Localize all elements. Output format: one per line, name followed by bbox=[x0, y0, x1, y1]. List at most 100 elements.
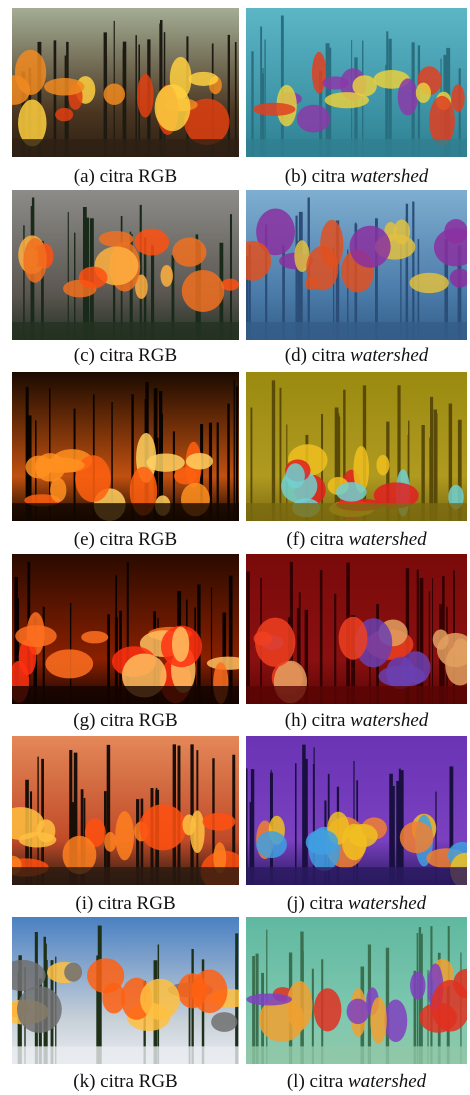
image bbox=[12, 554, 239, 704]
region bbox=[348, 824, 378, 847]
region bbox=[192, 969, 228, 1013]
caption-text: (h) citra bbox=[285, 710, 346, 731]
caption-italic: watershed bbox=[348, 893, 426, 914]
region bbox=[246, 993, 292, 1005]
region bbox=[400, 821, 434, 853]
region bbox=[429, 96, 455, 146]
region bbox=[182, 814, 195, 835]
caption: (h) citra watershed bbox=[285, 710, 429, 732]
region bbox=[255, 618, 295, 667]
caption-italic: watershed bbox=[349, 529, 427, 550]
region bbox=[36, 819, 55, 842]
image bbox=[246, 8, 467, 157]
ground bbox=[246, 503, 467, 521]
region bbox=[211, 1012, 237, 1032]
region bbox=[104, 832, 116, 852]
ground bbox=[12, 139, 239, 157]
region bbox=[87, 958, 124, 993]
image bbox=[12, 190, 239, 340]
region bbox=[44, 78, 84, 95]
region bbox=[444, 219, 467, 244]
caption-text: (a) citra RGB bbox=[74, 166, 177, 187]
region bbox=[312, 52, 326, 94]
region bbox=[104, 84, 126, 105]
caption-italic: watershed bbox=[350, 345, 428, 366]
ground bbox=[12, 686, 239, 704]
caption-text: (g) citra RGB bbox=[73, 710, 177, 731]
caption: (g) citra RGB bbox=[73, 710, 177, 732]
region bbox=[17, 986, 62, 1033]
caption: (j) citra watershed bbox=[287, 893, 426, 915]
caption-text: (c) citra RGB bbox=[74, 345, 177, 366]
caption-text: (f) citra bbox=[286, 529, 343, 550]
region bbox=[398, 78, 418, 115]
region bbox=[45, 649, 93, 678]
region bbox=[182, 270, 225, 312]
ground bbox=[246, 139, 467, 157]
region bbox=[352, 75, 376, 96]
ground bbox=[246, 1046, 467, 1064]
region bbox=[160, 265, 172, 287]
caption: (k) citra RGB bbox=[73, 1071, 177, 1093]
region bbox=[202, 813, 235, 831]
caption-text: (j) citra bbox=[287, 893, 343, 914]
region bbox=[347, 999, 370, 1024]
caption: (i) citra RGB bbox=[75, 893, 175, 915]
region bbox=[336, 482, 367, 501]
caption-italic: watershed bbox=[348, 1071, 426, 1092]
region bbox=[410, 972, 425, 1000]
ground bbox=[12, 867, 239, 885]
region bbox=[306, 246, 338, 291]
region bbox=[401, 651, 431, 684]
region bbox=[137, 74, 154, 118]
caption-italic: watershed bbox=[350, 710, 428, 731]
ground bbox=[246, 686, 467, 704]
caption: (d) citra watershed bbox=[285, 345, 429, 367]
region bbox=[322, 76, 348, 89]
region bbox=[350, 226, 391, 268]
photo bbox=[246, 917, 467, 1064]
photo bbox=[246, 190, 467, 340]
image bbox=[12, 372, 239, 521]
photo bbox=[246, 736, 467, 885]
region bbox=[297, 105, 331, 133]
image bbox=[12, 736, 239, 885]
caption-italic: watershed bbox=[350, 166, 428, 187]
region bbox=[370, 997, 386, 1044]
region bbox=[140, 979, 180, 1020]
region bbox=[81, 631, 108, 643]
region bbox=[172, 627, 189, 662]
region bbox=[134, 229, 169, 256]
caption-text: (i) citra RGB bbox=[75, 893, 175, 914]
caption: (f) citra watershed bbox=[286, 529, 426, 551]
ground bbox=[12, 1046, 239, 1064]
ground bbox=[12, 503, 239, 521]
image bbox=[12, 917, 239, 1064]
photo bbox=[12, 554, 239, 704]
image bbox=[246, 372, 467, 521]
caption-text: (e) citra RGB bbox=[74, 529, 177, 550]
region bbox=[15, 50, 46, 95]
image bbox=[246, 190, 467, 340]
caption-text: (k) citra RGB bbox=[73, 1071, 177, 1092]
region bbox=[376, 455, 389, 476]
region bbox=[409, 273, 448, 293]
photo bbox=[246, 554, 467, 704]
image bbox=[246, 554, 467, 704]
photo bbox=[12, 372, 239, 521]
region bbox=[50, 478, 66, 502]
region bbox=[115, 811, 134, 860]
image bbox=[246, 917, 467, 1064]
region bbox=[172, 238, 206, 267]
photo bbox=[12, 917, 239, 1064]
region bbox=[64, 963, 82, 982]
region bbox=[189, 72, 219, 86]
region bbox=[286, 463, 305, 488]
region bbox=[451, 84, 464, 112]
ground bbox=[246, 322, 467, 340]
region bbox=[287, 981, 313, 1030]
photo bbox=[12, 736, 239, 885]
image bbox=[246, 736, 467, 885]
caption: (e) citra RGB bbox=[74, 529, 177, 551]
region bbox=[139, 804, 186, 850]
